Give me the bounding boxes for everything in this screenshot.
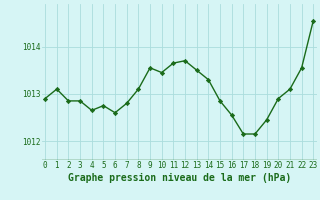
X-axis label: Graphe pression niveau de la mer (hPa): Graphe pression niveau de la mer (hPa) [68,173,291,183]
